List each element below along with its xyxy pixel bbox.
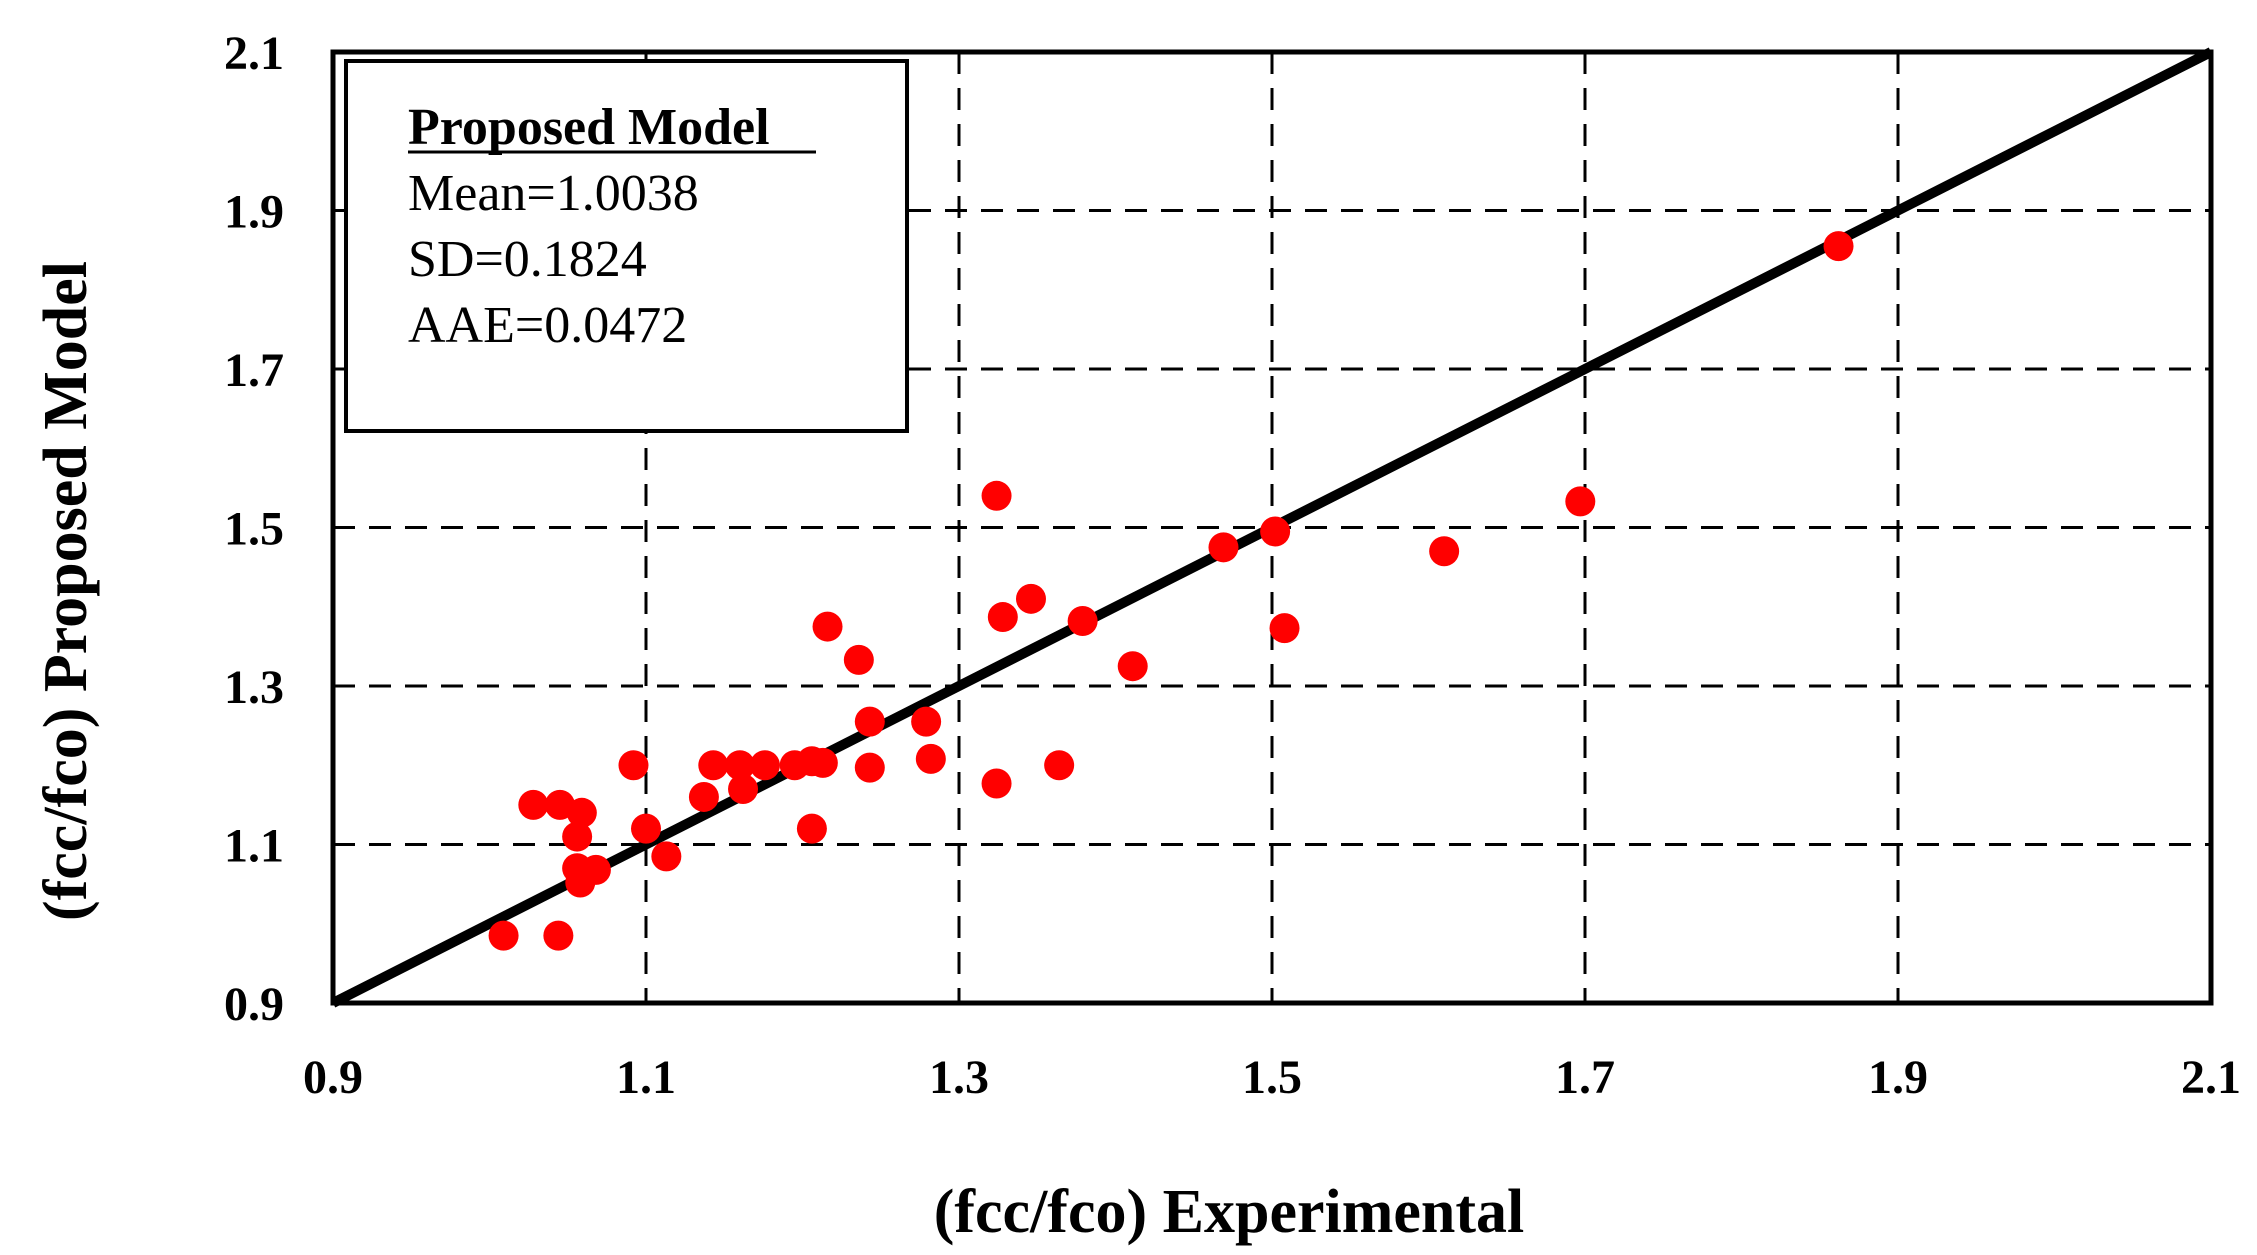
- x-tick-label: 0.9: [303, 1051, 363, 1104]
- data-points: [488, 231, 1854, 951]
- data-point: [724, 750, 755, 781]
- y-tick-label: 1.1: [224, 820, 284, 873]
- plot-area-border: [330, 49, 2214, 1006]
- data-point: [580, 854, 611, 885]
- data-point: [698, 750, 729, 781]
- data-point: [1429, 536, 1460, 567]
- data-point: [796, 813, 827, 844]
- x-tick-label: 1.1: [616, 1051, 676, 1104]
- y-tick-label: 1.3: [224, 661, 284, 714]
- data-point: [1823, 231, 1854, 262]
- data-point: [566, 797, 597, 828]
- data-point: [618, 750, 649, 781]
- data-point: [843, 644, 874, 675]
- data-point: [631, 813, 661, 844]
- data-point: [651, 841, 682, 872]
- x-tick-label: 1.3: [929, 1051, 989, 1104]
- data-point: [981, 768, 1012, 799]
- data-point: [1260, 516, 1291, 547]
- y-tick-label: 0.9: [224, 978, 284, 1031]
- data-point: [1208, 532, 1239, 563]
- x-axis-title: (fcc/fco) Experimental: [934, 1178, 1524, 1246]
- data-point: [749, 750, 780, 781]
- x-axis-tick-labels: 0.9 1.1 1.3 1.5 1.7 1.9 2.1: [303, 1051, 2241, 1104]
- data-point: [1269, 613, 1300, 644]
- legend-frame: [344, 59, 909, 433]
- legend-box: Proposed Model Mean=1.0038 SD=0.1824 AAE…: [344, 59, 909, 433]
- data-point: [1067, 606, 1098, 637]
- y-tick-label: 2.1: [224, 27, 284, 80]
- x-tick-label: 1.9: [1868, 1051, 1928, 1104]
- data-point: [854, 752, 885, 783]
- data-point: [915, 743, 946, 774]
- x-tick-label: 1.5: [1242, 1051, 1302, 1104]
- data-point: [728, 774, 759, 805]
- legend-title: Proposed Model: [408, 99, 770, 156]
- data-point: [854, 706, 885, 737]
- data-point: [1117, 651, 1148, 682]
- y-tick-label: 1.7: [224, 344, 284, 397]
- data-point: [543, 920, 574, 951]
- data-point: [1565, 486, 1596, 517]
- data-point: [1044, 750, 1075, 781]
- data-point: [981, 480, 1012, 511]
- data-point: [688, 781, 719, 812]
- x-tick-label: 1.7: [1555, 1051, 1615, 1104]
- legend-stat-aae: AAE=0.0472: [408, 297, 687, 354]
- y-tick-label: 1.5: [224, 503, 284, 556]
- legend-stat-mean: Mean=1.0038: [408, 165, 699, 222]
- data-point: [518, 789, 549, 820]
- y-axis-tick-labels: 0.9 1.1 1.3 1.5 1.7 1.9 2.1: [224, 27, 284, 1031]
- legend-stat-sd: SD=0.1824: [408, 231, 647, 288]
- data-point: [911, 706, 942, 737]
- data-point: [488, 920, 519, 951]
- data-point: [987, 602, 1018, 633]
- x-tick-label: 2.1: [2181, 1051, 2241, 1104]
- data-point: [1015, 583, 1046, 614]
- data-point: [562, 821, 593, 852]
- y-axis-title: (fcc/fco) Proposed Model: [32, 261, 100, 921]
- data-point: [812, 611, 843, 642]
- y-tick-label: 1.9: [224, 186, 284, 239]
- data-point: [807, 747, 838, 778]
